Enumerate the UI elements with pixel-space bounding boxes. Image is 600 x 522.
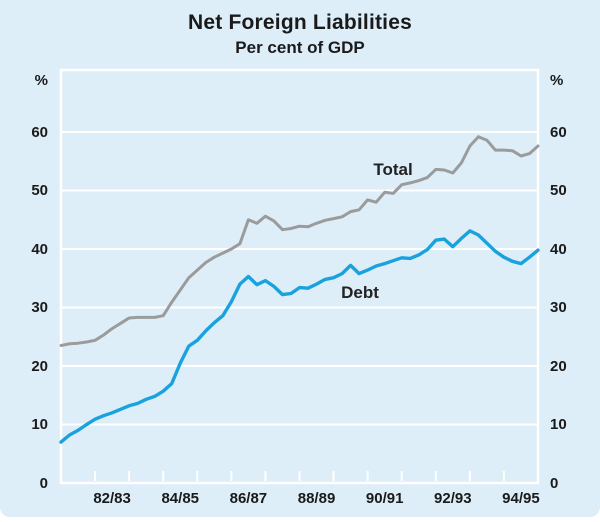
x-axis-label-92-93: 92/93 (434, 490, 472, 507)
x-axis-label-84-85: 84/85 (161, 490, 200, 507)
y-axis-unit-right: % (550, 72, 564, 89)
y-axis-label-left-0: 0 (39, 474, 48, 492)
debt-line (59, 229, 540, 444)
series-label-total: Total (373, 160, 413, 179)
y-axis-label-left-60: 60 (31, 123, 48, 141)
y-axis-label-left-10: 10 (31, 416, 48, 433)
y-axis-label-left-20: 20 (31, 357, 48, 375)
chart-subtitle: Per cent of GDP (235, 38, 365, 57)
y-axis-label-right-20: 20 (550, 357, 567, 375)
chart-title: Net Foreign Liabilities (188, 11, 412, 34)
y-axis-label-right-60: 60 (550, 123, 567, 141)
y-axis-label-right-40: 40 (550, 240, 567, 258)
y-axis-label-right-0: 0 (550, 474, 559, 492)
total-line (59, 135, 540, 347)
y-axis-label-left-50: 50 (31, 182, 48, 199)
x-axis-label-82-83: 82/83 (93, 490, 131, 507)
y-axis-label-right-30: 30 (550, 299, 567, 316)
x-axis-label-90-91: 90/91 (365, 490, 404, 507)
x-axis-label-94-95: 94/95 (502, 490, 540, 507)
plot-border (59, 68, 540, 485)
x-axis-label-88-89: 88/89 (297, 490, 336, 507)
y-axis-label-left-30: 30 (31, 299, 48, 316)
y-axis-label-left-40: 40 (31, 240, 48, 258)
y-axis-label-right-10: 10 (550, 416, 567, 433)
series-label-debt: Debt (341, 283, 379, 302)
x-axis-label-86-87: 86/87 (229, 490, 268, 507)
y-axis-label-right-50: 50 (550, 182, 567, 199)
y-axis-unit-left: % (34, 72, 48, 89)
